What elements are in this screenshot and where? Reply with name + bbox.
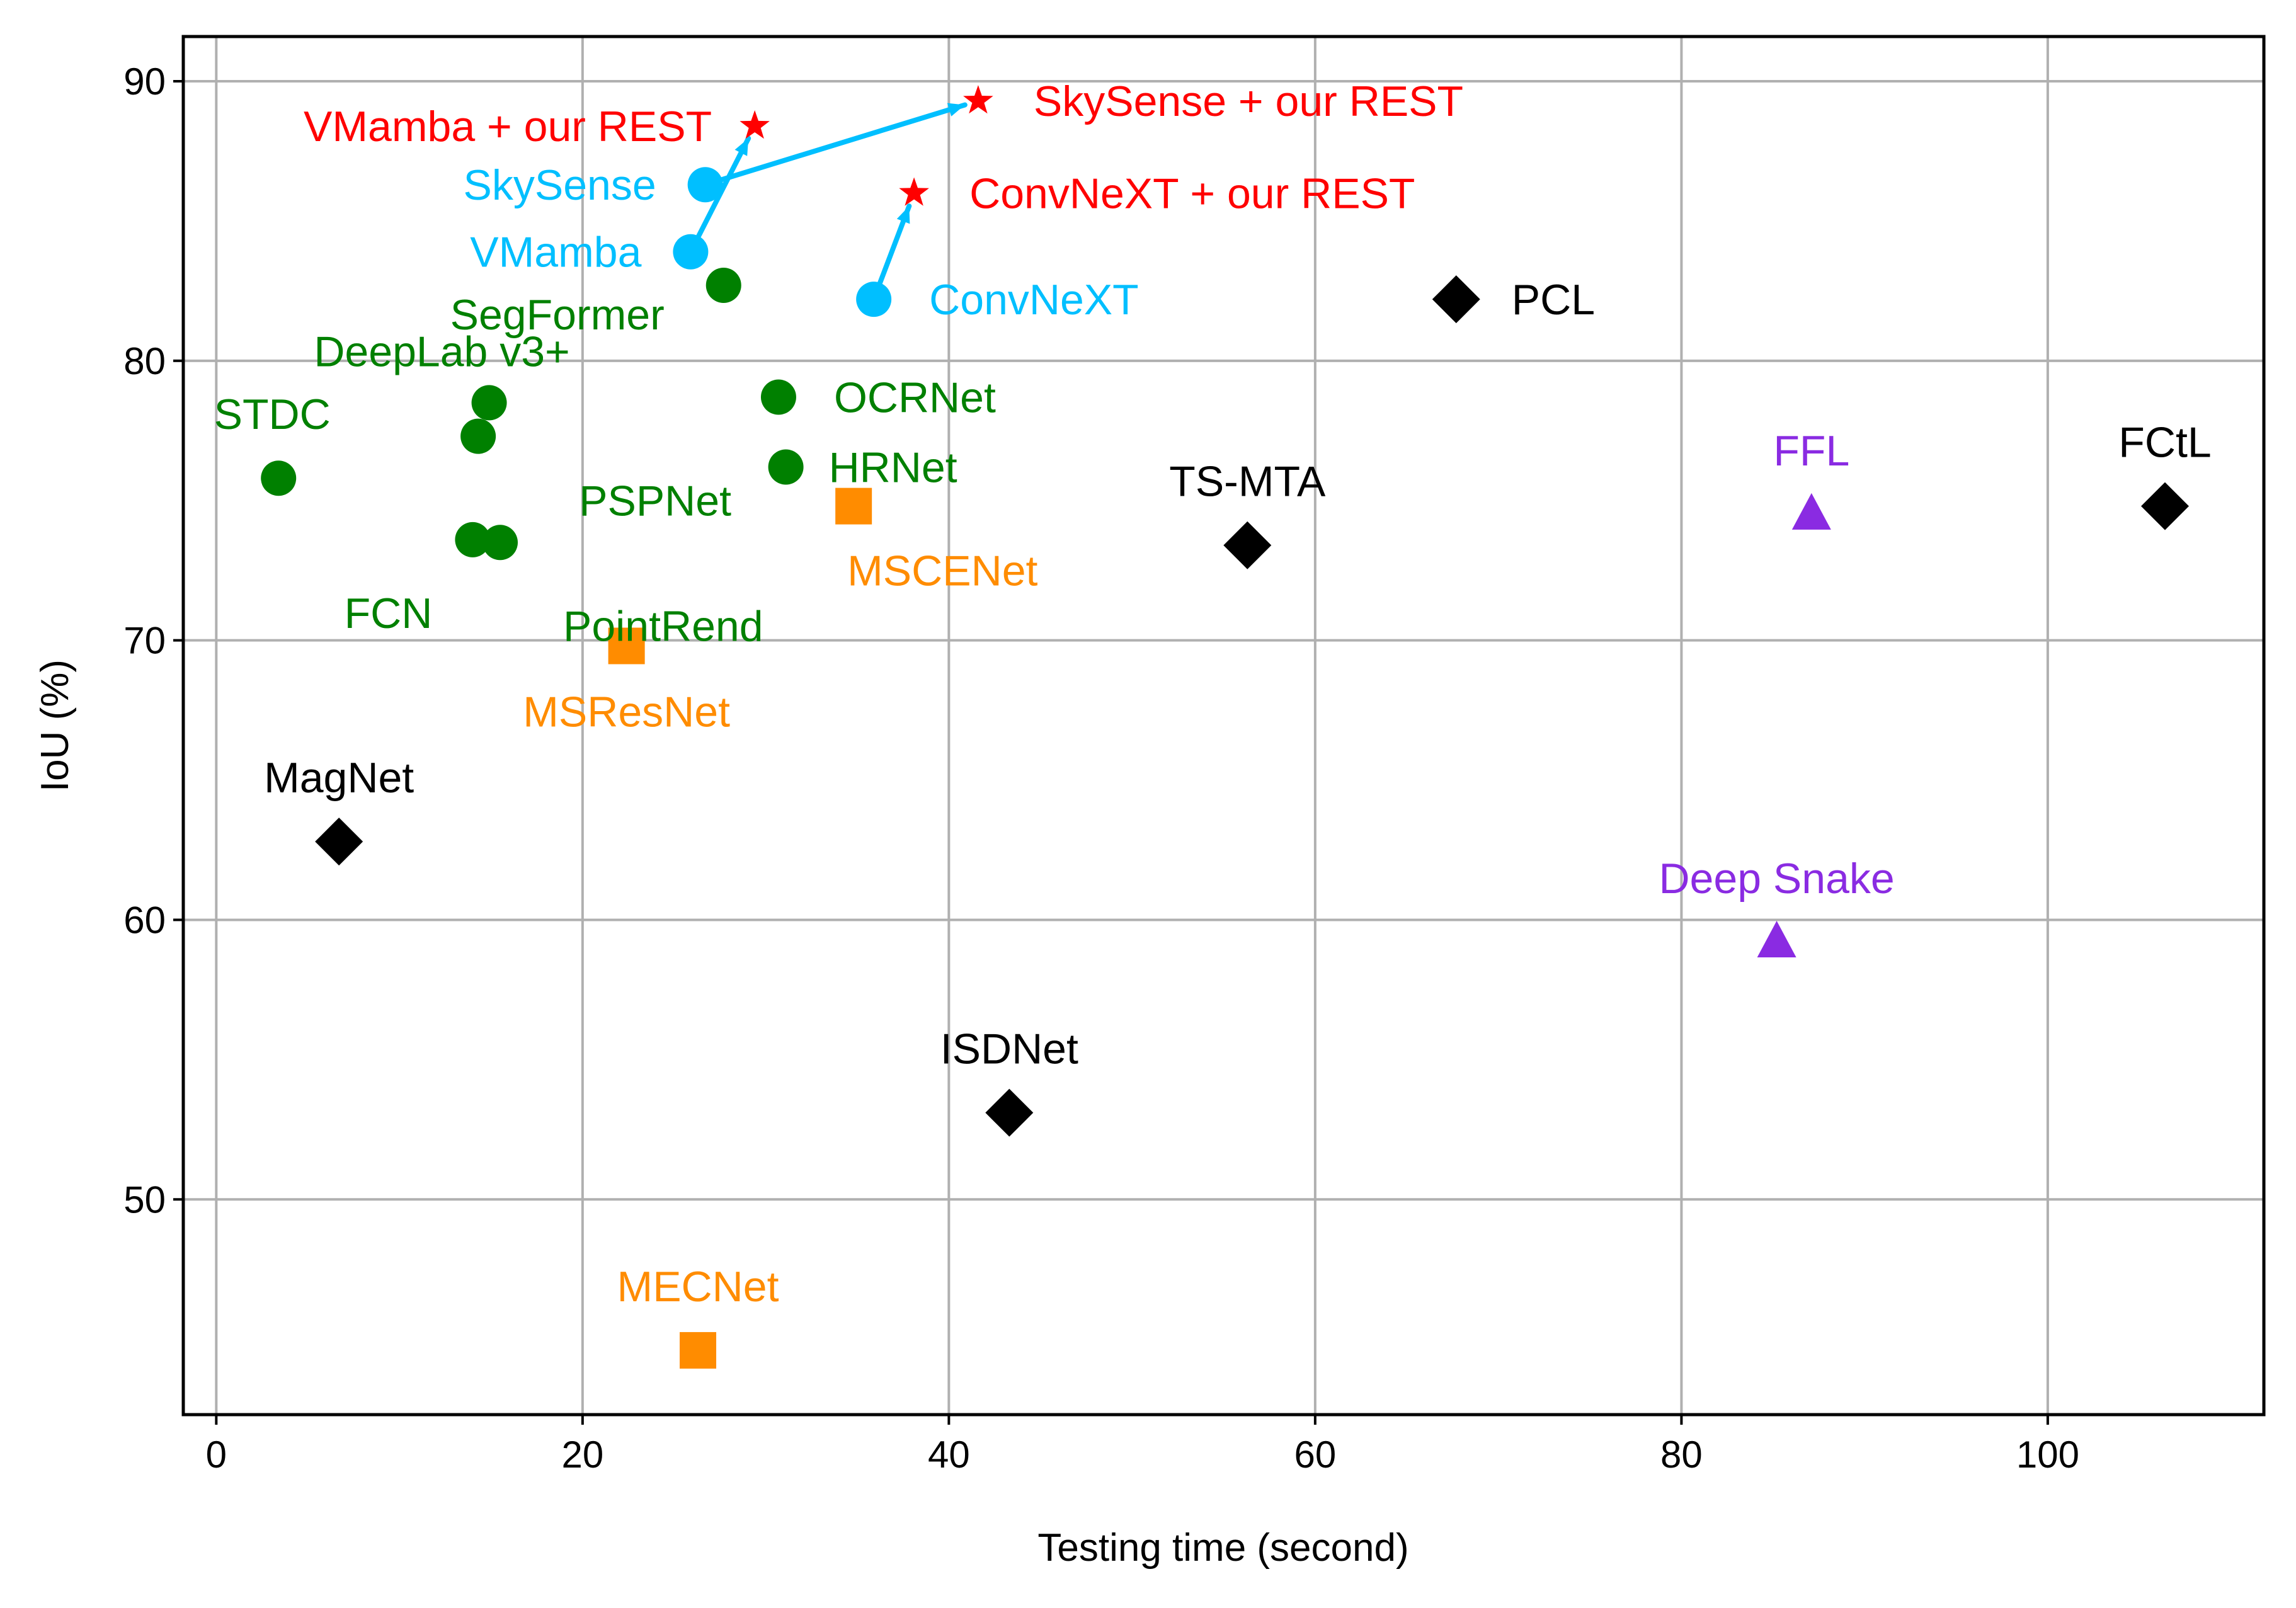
mecnet-marker	[680, 1331, 717, 1369]
convnext-marker	[856, 282, 892, 317]
plot-area-frame	[181, 35, 2266, 1417]
improvement-arrows	[688, 102, 968, 302]
x-tick-label: 20	[561, 1434, 603, 1476]
y-tick-label: 60	[123, 899, 166, 941]
deeplab-v3-label: DeepLab v3+	[314, 328, 569, 375]
pointrend-marker	[483, 525, 518, 561]
pcl-label: PCL	[1512, 276, 1595, 324]
y-axis-title: IoU (%)	[33, 659, 77, 792]
ffl-label: FFL	[1773, 427, 1849, 475]
hrnet-label: HRNet	[829, 443, 957, 491]
convnext-label: ConvNeXT	[929, 276, 1139, 324]
magnet-marker	[315, 818, 363, 866]
vmamba-marker	[673, 234, 709, 270]
x-axis-title: Testing time (second)	[1037, 1526, 1408, 1570]
skysense-label: SkySense	[463, 161, 656, 209]
mscenet-label: MSCENet	[847, 547, 1037, 595]
y-tick-label: 70	[123, 620, 166, 662]
vmamba-label: VMamba	[470, 229, 641, 277]
vmamba-our-rest-marker	[740, 110, 770, 139]
y-tick-label: 90	[123, 60, 166, 103]
arrow-head	[734, 138, 749, 156]
gridlines	[183, 37, 2264, 1415]
skysense-our-rest-label: SkySense + our REST	[1034, 77, 1463, 125]
arrow-skysense	[702, 102, 968, 188]
ts-mta-label: TS-MTA	[1169, 458, 1326, 506]
skysense-our-rest-marker	[963, 85, 993, 114]
ocrnet-marker	[760, 379, 796, 415]
y-tick-label: 50	[123, 1178, 166, 1221]
ffl-marker	[1791, 493, 1831, 530]
convnext-our-rest-marker	[899, 177, 929, 206]
vmamba-our-rest-label: VMamba + our REST	[304, 103, 712, 151]
x-tick-label: 80	[1660, 1434, 1703, 1476]
ts-mta-marker	[1223, 521, 1272, 569]
deep-snake-label: Deep Snake	[1659, 855, 1894, 903]
pointrend-label: PointRend	[563, 602, 763, 650]
x-tick-label: 0	[206, 1434, 227, 1476]
isdnet-marker	[985, 1088, 1034, 1137]
axis-ticks: 0 20 40 60 80 100 50 60 70 80 90	[123, 60, 2079, 1476]
mecnet-label: MECNet	[617, 1263, 779, 1311]
arrow-head	[947, 103, 965, 117]
arrow-head	[896, 206, 910, 224]
stdc-label: STDC	[214, 391, 331, 438]
skysense-marker	[687, 167, 723, 203]
fctl-marker	[2140, 482, 2189, 530]
fctl-label: FCtL	[2118, 419, 2211, 467]
convnext-our-rest-label: ConvNeXT + our REST	[969, 170, 1415, 218]
magnet-label: MagNet	[264, 754, 414, 802]
pspnet-label: PSPNet	[579, 477, 731, 525]
x-tick-label: 40	[928, 1434, 970, 1476]
pspnet-marker	[460, 418, 496, 454]
arrow-shaft	[702, 102, 968, 188]
fcn-marker	[455, 522, 491, 557]
point-labels: STDC DeepLab v3+ PSPNet FCN PointRend SegForm…	[214, 77, 2212, 1311]
isdnet-label: ISDNet	[940, 1025, 1078, 1073]
segformer-label: SegFormer	[450, 291, 665, 339]
deeplab-v3-marker	[471, 385, 507, 421]
x-tick-label: 60	[1294, 1434, 1337, 1476]
hrnet-marker	[768, 449, 804, 485]
stdc-marker	[261, 460, 297, 496]
fcn-label: FCN	[345, 590, 433, 637]
segformer-marker	[705, 267, 741, 303]
msresnet-marker	[608, 627, 645, 664]
y-tick-label: 80	[123, 340, 166, 382]
x-tick-label: 100	[2016, 1434, 2079, 1476]
mscenet-marker	[835, 488, 872, 525]
data-points	[261, 85, 2189, 1369]
pcl-marker	[1432, 275, 1480, 324]
ocrnet-label: OCRNet	[834, 374, 996, 422]
deep-snake-marker	[1757, 920, 1796, 957]
msresnet-label: MSResNet	[523, 688, 730, 736]
